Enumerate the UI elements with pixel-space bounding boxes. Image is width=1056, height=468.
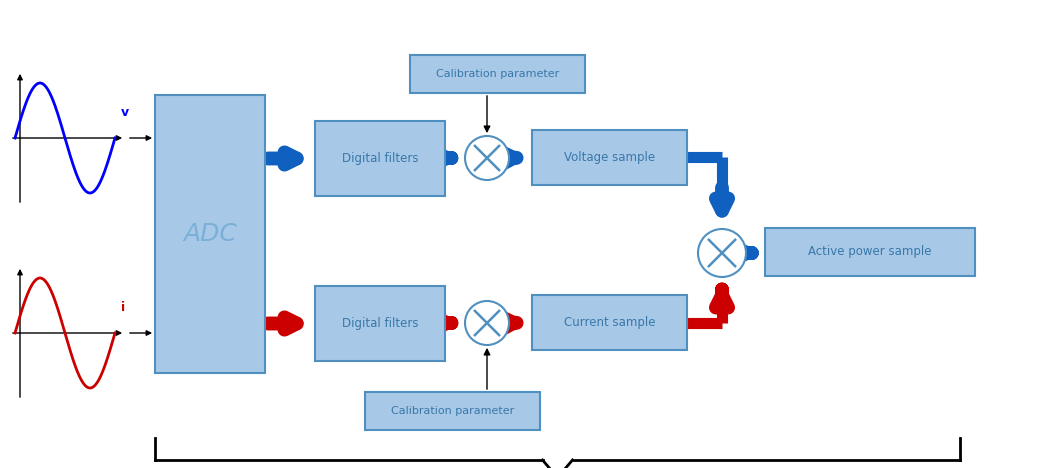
Text: Active power sample: Active power sample — [808, 246, 931, 258]
FancyBboxPatch shape — [365, 392, 540, 430]
FancyBboxPatch shape — [315, 286, 445, 361]
Text: Current sample: Current sample — [564, 316, 656, 329]
Text: ADC: ADC — [183, 222, 237, 246]
Text: Digital filters: Digital filters — [342, 317, 418, 330]
FancyBboxPatch shape — [532, 130, 687, 185]
FancyBboxPatch shape — [765, 228, 975, 276]
FancyBboxPatch shape — [155, 95, 265, 373]
Circle shape — [698, 229, 746, 277]
Text: Voltage sample: Voltage sample — [564, 151, 655, 164]
FancyBboxPatch shape — [410, 55, 585, 93]
Text: Calibration parameter: Calibration parameter — [391, 406, 514, 416]
FancyBboxPatch shape — [315, 121, 445, 196]
Text: i: i — [121, 301, 125, 314]
Circle shape — [465, 136, 509, 180]
Text: v: v — [121, 106, 129, 119]
Text: Calibration parameter: Calibration parameter — [436, 69, 559, 79]
Text: Digital filters: Digital filters — [342, 152, 418, 165]
FancyBboxPatch shape — [532, 295, 687, 350]
Circle shape — [465, 301, 509, 345]
